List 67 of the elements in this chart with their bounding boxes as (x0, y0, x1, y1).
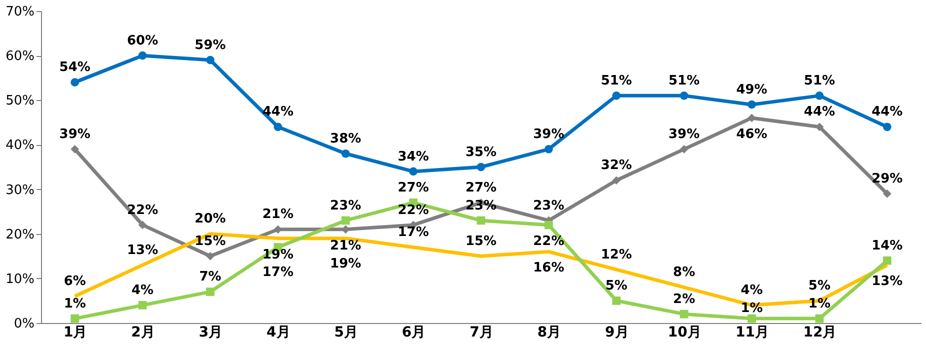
data-label: 1% (64, 296, 86, 312)
data-label: 17% (262, 265, 294, 280)
data-label: 44% (872, 104, 903, 120)
data-label: 8% (673, 265, 696, 280)
x-tick-label: 2月 (131, 324, 155, 340)
data-label: 16% (533, 260, 564, 276)
y-tick-label: 40% (6, 138, 34, 154)
y-tick-label: 50% (6, 94, 34, 109)
data-label: 13% (126, 242, 158, 258)
data-label: 2% (673, 292, 696, 307)
data-label: 27% (398, 180, 429, 196)
data-label: 51% (600, 74, 632, 89)
data-label: 39% (533, 127, 564, 142)
data-label: 5% (605, 278, 628, 294)
x-tick-label: 12月 (803, 324, 837, 340)
data-label: 27% (465, 180, 497, 196)
x-tick-label: 7月 (470, 324, 494, 340)
data-label: 22% (126, 202, 158, 218)
data-label: 59% (194, 38, 226, 53)
data-label: 5% (808, 278, 830, 294)
y-tick-label: 0% (14, 316, 34, 332)
data-label: 17% (398, 225, 429, 240)
data-label: 21% (330, 238, 362, 254)
data-label: 46% (736, 127, 768, 142)
data-label: 23% (533, 198, 564, 214)
data-label: 35% (465, 144, 497, 160)
data-label: 4% (740, 283, 763, 298)
y-tick-label: 10% (6, 272, 34, 287)
data-label: 39% (59, 127, 90, 142)
y-tick-label: 70% (6, 4, 34, 20)
data-label: 7% (199, 270, 222, 285)
y-tick-label: 60% (6, 49, 34, 64)
data-label: 60% (126, 33, 158, 48)
y-tick-label: 20% (6, 227, 34, 242)
data-label: 15% (194, 234, 226, 249)
x-tick-label: 11月 (736, 324, 770, 340)
data-label: 13% (872, 274, 903, 290)
data-label: 20% (194, 212, 226, 227)
x-tick-label: 5月 (334, 324, 358, 340)
data-label: 21% (262, 207, 294, 222)
data-label: 29% (872, 172, 903, 187)
data-label: 39% (668, 127, 700, 142)
data-label: 15% (465, 234, 497, 249)
data-label: 38% (330, 131, 362, 146)
x-tick-label: 10月 (668, 324, 702, 340)
data-label: 19% (330, 256, 362, 272)
data-label: 44% (804, 104, 836, 120)
data-label: 49% (736, 82, 768, 98)
data-label: 54% (59, 60, 90, 76)
data-label: 22% (398, 202, 429, 218)
x-tick-label: 8月 (537, 324, 562, 340)
data-label: 6% (64, 274, 86, 290)
x-tick-label: 9月 (605, 324, 629, 340)
x-tick-label: 6月 (402, 324, 426, 340)
data-label: 4% (132, 283, 154, 298)
data-label: 23% (465, 198, 497, 214)
y-tick-label: 30% (6, 182, 34, 198)
data-label: 51% (668, 74, 700, 89)
data-label: 51% (804, 74, 836, 89)
x-tick-label: 3月 (198, 324, 223, 340)
data-label: 34% (398, 149, 429, 164)
data-label: 23% (330, 198, 362, 214)
x-tick-label: 4月 (266, 324, 290, 340)
data-label: 32% (600, 158, 632, 174)
x-tick-label: 1月 (63, 324, 88, 340)
data-label: 12% (600, 247, 632, 262)
data-label: 14% (872, 238, 903, 254)
